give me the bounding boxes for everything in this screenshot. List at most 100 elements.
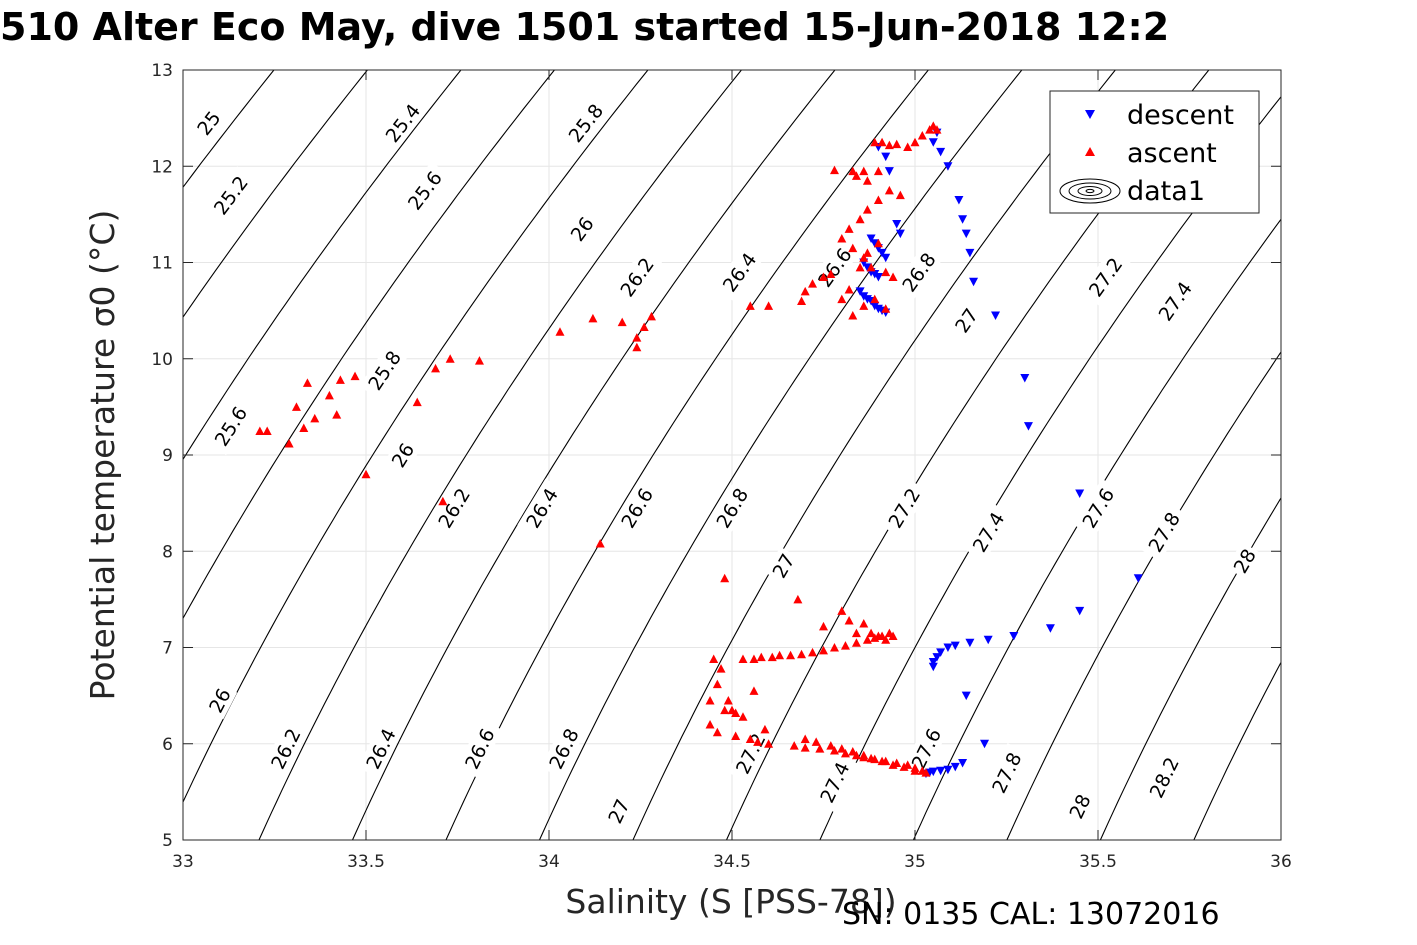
ascent-point [859, 166, 869, 176]
ascent-point [291, 402, 301, 411]
ascent-point [829, 745, 839, 755]
ascent-point [826, 741, 836, 750]
contour-label-bg [563, 209, 601, 248]
density-contour-line [1006, 351, 1281, 840]
ascent-point [855, 262, 865, 272]
contour-label-bg [359, 341, 410, 400]
contour-label-bg [398, 161, 451, 220]
ascent-point [310, 413, 320, 423]
contour-label-bg [202, 681, 238, 720]
contour-label-bg [713, 243, 765, 302]
ascent-point [848, 166, 858, 176]
ascent-point [888, 272, 898, 281]
descent-point [943, 162, 953, 171]
contour-label: 26.4 [357, 719, 404, 779]
y-tick-label: 9 [162, 446, 173, 466]
contour-label: 26.2 [429, 478, 479, 538]
contour-label-bg [727, 723, 774, 783]
contour-label: 25.6 [205, 396, 256, 456]
descent-point [950, 762, 960, 772]
contour-label: 26.4 [517, 478, 566, 538]
legend-descent-marker [1085, 110, 1095, 119]
density-contour-line [183, 70, 649, 804]
ascent-point [350, 371, 360, 381]
contour-label: 27 [601, 792, 636, 830]
ascent-point [800, 734, 810, 743]
descent-point [991, 311, 1001, 320]
y-tick-label: 6 [162, 735, 173, 755]
descent-point [866, 234, 876, 243]
descent-point [943, 643, 953, 652]
descent-point [881, 253, 891, 263]
y-tick-label: 10 [151, 350, 173, 370]
ascent-point [840, 641, 850, 650]
descent-point [870, 239, 880, 248]
ascent-point [819, 272, 828, 281]
contour-label-bg [611, 247, 663, 306]
ascent-point [731, 708, 741, 717]
ascent-point [412, 397, 422, 407]
ascent-point [848, 243, 858, 253]
ascent-point [555, 327, 565, 336]
ascent-point [862, 176, 872, 185]
descent-point [961, 691, 971, 701]
descent-point [881, 152, 891, 162]
ascent-point [819, 645, 828, 655]
contour-label: 26 [202, 681, 238, 720]
descent-point [877, 248, 887, 258]
contour-label: 26 [384, 435, 421, 475]
density-contour-line [183, 70, 369, 319]
ascent-point [749, 654, 759, 664]
x-axis-label: Salinity (S [PSS-78]) [565, 882, 896, 921]
ascent-point [877, 137, 887, 147]
ascent-point [859, 301, 869, 310]
contour-label: 28 [1226, 541, 1263, 580]
ascent-point [705, 720, 715, 729]
ascent-point [932, 125, 942, 134]
ascent-point [837, 606, 847, 615]
legend: descent ascent data1 [1049, 90, 1260, 214]
ascent-point [870, 137, 880, 147]
figure-title: 510 Alter Eco May, dive 1501 started 15-… [0, 5, 1170, 49]
x-tick-label: 35 [904, 852, 926, 872]
density-contour-line [1266, 22, 1417, 888]
contour-label-bg [540, 719, 587, 779]
y-tick-label: 5 [162, 831, 173, 851]
ascent-point [888, 760, 898, 769]
ascent-point [793, 594, 803, 604]
contour-label-text: 27 [951, 305, 983, 337]
contour-label-bg [1062, 787, 1097, 825]
descent-point [936, 147, 946, 157]
descent-point [895, 229, 905, 239]
ascent-point [445, 354, 455, 363]
descent-point [958, 215, 968, 224]
ascent-point [764, 301, 774, 310]
contour-label-bg [1226, 541, 1263, 580]
contour-label-bg [205, 396, 256, 456]
contour-label-bg [893, 243, 945, 302]
descent-point [1020, 374, 1030, 383]
contour-label-bg [1073, 478, 1123, 538]
ascent-point [866, 628, 876, 638]
descent-point [928, 138, 938, 147]
footer-serial-calibration: SN: 0135 CAL: 13072016 [842, 897, 1220, 932]
ascent-point [917, 130, 927, 140]
ascent-point [819, 621, 828, 631]
descent-point [958, 759, 968, 768]
contour-label: 27 [765, 546, 802, 585]
descent-point [932, 653, 942, 662]
contour-label-bg [204, 166, 257, 224]
ascent-point [775, 650, 785, 660]
descent-point [1009, 631, 1019, 641]
descent-point [862, 263, 872, 272]
ascent-point [335, 375, 345, 384]
ascent-point [851, 171, 861, 180]
descent-point [1045, 624, 1055, 633]
descent-point [873, 272, 883, 282]
contour-label-bg [456, 719, 503, 779]
density-contour-line [1099, 496, 1281, 840]
x-tick-label: 36 [1270, 852, 1292, 872]
x-tick-label: 34 [538, 852, 560, 872]
contour-label-bg [601, 792, 636, 830]
ascent-point [705, 695, 715, 705]
